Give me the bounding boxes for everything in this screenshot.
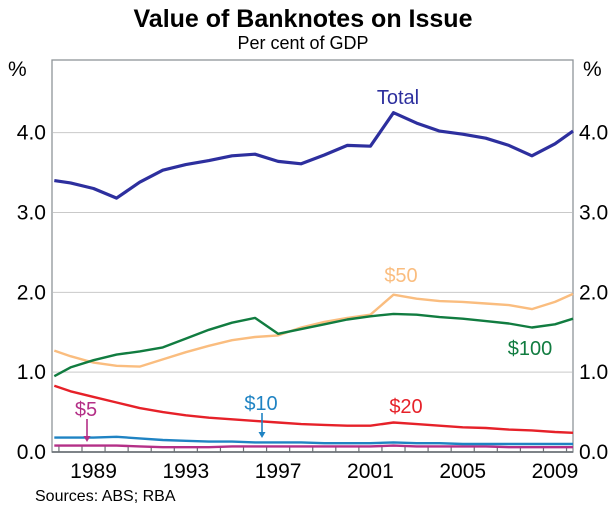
- x-label-1993: 1993: [162, 460, 209, 483]
- y-label-right-3.0: 3.0: [579, 201, 608, 224]
- x-label-2005: 2005: [439, 460, 486, 483]
- series-line-d50: [53, 292, 574, 368]
- y-label-left-1.0: 1.0: [17, 361, 46, 384]
- chart-subtitle: Per cent of GDP: [237, 33, 368, 53]
- series-label-d20: $20: [389, 396, 422, 418]
- annotation-arrowhead-icon: [258, 432, 266, 438]
- x-label-1997: 1997: [255, 460, 302, 483]
- x-label-2009: 2009: [532, 460, 579, 483]
- series-line-d5: [54, 444, 573, 449]
- x-label-2001: 2001: [347, 460, 394, 483]
- y-label-left-0.0: 0.0: [17, 441, 46, 464]
- series-line-total: [54, 111, 574, 200]
- y-label-right-1.0: 1.0: [579, 361, 608, 384]
- y-label-left-4.0: 4.0: [17, 122, 46, 145]
- y-label-right-4.0: 4.0: [579, 122, 608, 145]
- series-line-d10: [54, 435, 573, 446]
- y-label-right-0.0: 0.0: [579, 441, 608, 464]
- series-line-d20: [53, 384, 574, 434]
- chart-title: Value of Banknotes on Issue: [134, 5, 473, 33]
- series-label-d10: $10: [244, 393, 277, 415]
- y-axis-unit-left: %: [8, 58, 27, 81]
- series-label-d5: $5: [75, 399, 97, 421]
- y-axis-unit-right: %: [583, 58, 602, 81]
- series-label-total: Total: [377, 87, 419, 109]
- series-line-d100: [53, 312, 574, 378]
- x-label-1989: 1989: [70, 460, 117, 483]
- y-label-right-2.0: 2.0: [579, 281, 608, 304]
- y-label-left-2.0: 2.0: [17, 281, 46, 304]
- y-label-left-3.0: 3.0: [17, 201, 46, 224]
- plot-area: 0.0 0.0 1.0 1.0 2.0 2.0 3.0 3.0 4.0 4.0% % 1989 1993…: [8, 58, 608, 483]
- series-label-d50: $50: [384, 265, 417, 287]
- sources-note: Sources: ABS; RBA: [35, 488, 176, 505]
- plot-border: [51, 59, 574, 453]
- annotation-arrowhead-icon: [83, 436, 91, 442]
- series-label-d100: $100: [508, 338, 553, 360]
